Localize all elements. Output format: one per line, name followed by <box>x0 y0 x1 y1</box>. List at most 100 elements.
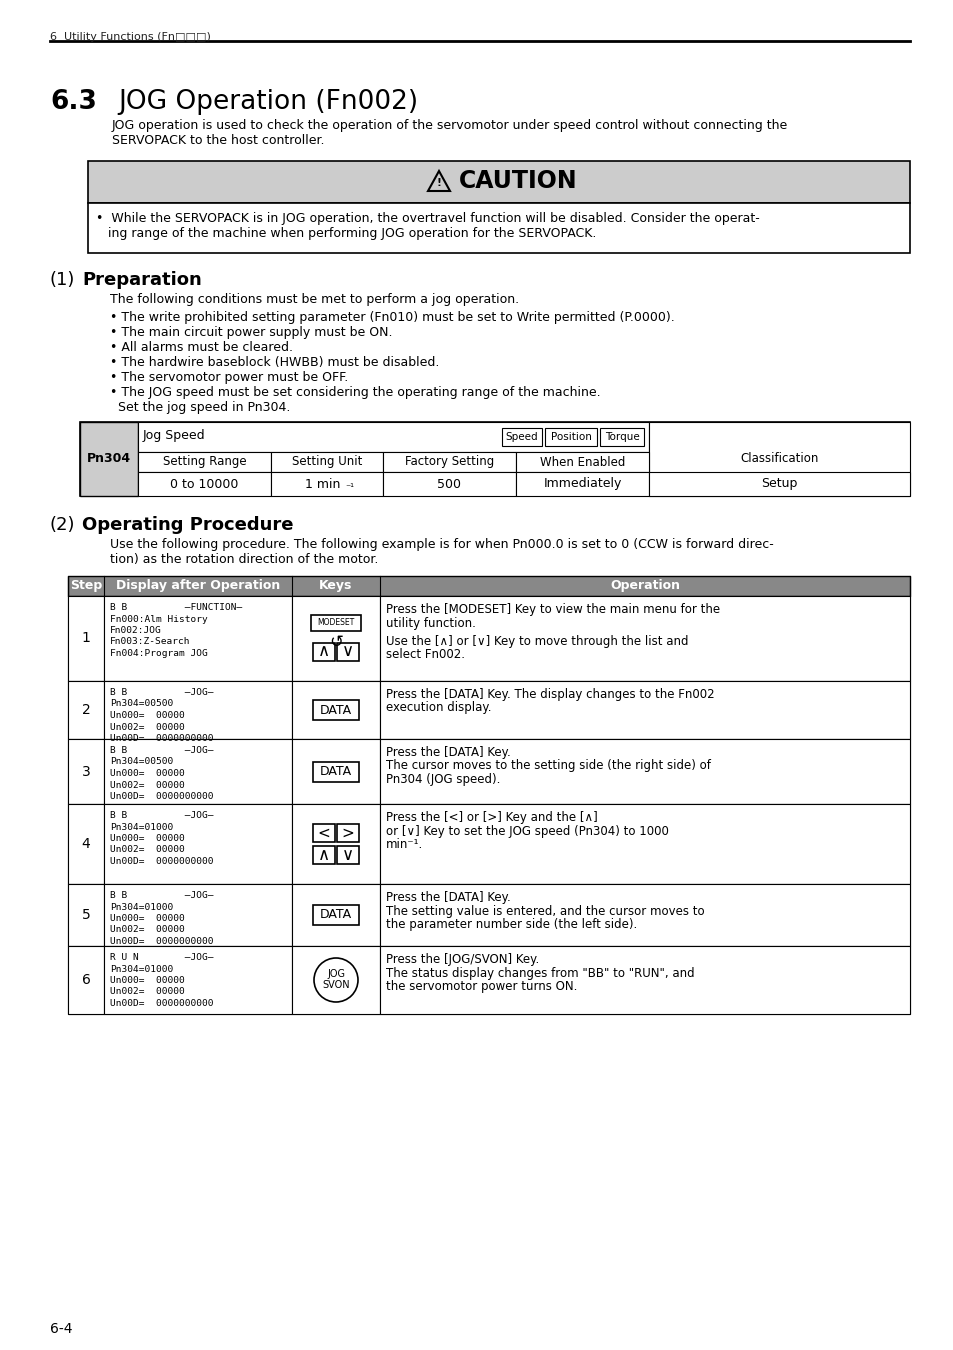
Bar <box>68 805 104 884</box>
Bar <box>313 761 358 782</box>
Bar <box>138 423 648 452</box>
Text: 2: 2 <box>82 703 91 717</box>
Bar <box>68 680 104 738</box>
Text: B B          –JOG–: B B –JOG– <box>110 811 213 819</box>
Bar <box>516 472 648 495</box>
Text: DATA: DATA <box>319 703 352 717</box>
Text: Un000=  00000: Un000= 00000 <box>110 711 185 720</box>
Text: B B          –JOG–: B B –JOG– <box>110 688 213 697</box>
Bar <box>313 643 335 660</box>
Bar <box>292 805 379 884</box>
Text: 4: 4 <box>82 837 91 850</box>
Text: • The hardwire baseblock (HWBB) must be disabled.: • The hardwire baseblock (HWBB) must be … <box>110 356 439 369</box>
Text: Press the [DATA] Key. The display changes to the Fn002: Press the [DATA] Key. The display change… <box>386 688 714 701</box>
Bar <box>292 946 379 1014</box>
Text: Jog Speed: Jog Speed <box>143 429 206 441</box>
Text: 6  Utility Functions (Fn□□□): 6 Utility Functions (Fn□□□) <box>50 32 211 42</box>
Bar <box>516 452 648 472</box>
Bar <box>68 576 909 595</box>
Text: Set the jog speed in Pn304.: Set the jog speed in Pn304. <box>110 401 290 414</box>
Text: • The main circuit power supply must be ON.: • The main circuit power supply must be … <box>110 325 392 339</box>
Text: JOG operation is used to check the operation of the servomotor under speed contr: JOG operation is used to check the opera… <box>112 119 787 132</box>
Text: >: > <box>341 825 354 841</box>
Text: ↺: ↺ <box>329 633 342 652</box>
Text: • The write prohibited setting parameter (Fn010) must be set to Write permitted : • The write prohibited setting parameter… <box>110 310 674 324</box>
Text: Operating Procedure: Operating Procedure <box>82 516 294 535</box>
Text: • The JOG speed must be set considering the operating range of the machine.: • The JOG speed must be set considering … <box>110 386 600 400</box>
Bar <box>68 738 104 805</box>
Bar <box>648 472 909 495</box>
Text: The setting value is entered, and the cursor moves to: The setting value is entered, and the cu… <box>386 904 704 918</box>
Bar <box>311 614 360 630</box>
Bar <box>292 738 379 805</box>
Bar <box>501 428 541 446</box>
Text: execution display.: execution display. <box>386 702 491 714</box>
Text: DATA: DATA <box>319 765 352 778</box>
Text: Classification: Classification <box>740 452 818 466</box>
Bar <box>336 643 358 660</box>
Text: Fn000:Alm History: Fn000:Alm History <box>110 614 208 624</box>
Text: R U N        –JOG–: R U N –JOG– <box>110 953 213 963</box>
Text: JOG: JOG <box>327 969 345 979</box>
Bar <box>104 805 292 884</box>
Text: Un000=  00000: Un000= 00000 <box>110 914 185 923</box>
Text: JOG Operation (Fn002): JOG Operation (Fn002) <box>118 89 417 115</box>
Bar <box>68 738 909 805</box>
Text: Factory Setting: Factory Setting <box>404 455 494 468</box>
Text: Press the [MODESET] Key to view the main menu for the: Press the [MODESET] Key to view the main… <box>386 603 720 616</box>
Text: ∨: ∨ <box>341 643 354 660</box>
Text: Un00D=  0000000000: Un00D= 0000000000 <box>110 999 213 1008</box>
Bar <box>544 428 597 446</box>
Text: Setup: Setup <box>760 478 797 490</box>
Bar <box>271 472 382 495</box>
Bar <box>138 472 271 495</box>
Text: 6.3: 6.3 <box>50 89 97 115</box>
Bar <box>336 824 358 842</box>
Bar <box>88 161 909 202</box>
Text: Pn304=01000: Pn304=01000 <box>110 903 173 911</box>
Text: Un000=  00000: Un000= 00000 <box>110 976 185 986</box>
Text: Fn004:Program JOG: Fn004:Program JOG <box>110 649 208 657</box>
Text: Immediately: Immediately <box>543 478 621 490</box>
Text: Pn304=01000: Pn304=01000 <box>110 964 173 973</box>
Text: tion) as the rotation direction of the motor.: tion) as the rotation direction of the m… <box>110 554 378 566</box>
Text: Fn003:Z-Search: Fn003:Z-Search <box>110 637 191 647</box>
Text: select Fn002.: select Fn002. <box>386 648 464 662</box>
Bar <box>313 904 358 925</box>
Text: Pn304=01000: Pn304=01000 <box>110 822 173 832</box>
Text: (2): (2) <box>50 516 75 535</box>
Text: Un002=  00000: Un002= 00000 <box>110 926 185 934</box>
Text: The status display changes from "BB" to "RUN", and: The status display changes from "BB" to … <box>386 967 694 980</box>
Bar <box>382 472 516 495</box>
Text: ∧: ∧ <box>317 846 330 864</box>
Text: Un000=  00000: Un000= 00000 <box>110 769 185 778</box>
Bar <box>599 428 643 446</box>
Bar <box>379 946 909 1014</box>
Text: • All alarms must be cleared.: • All alarms must be cleared. <box>110 342 293 354</box>
Text: DATA: DATA <box>319 909 352 922</box>
Text: the servomotor power turns ON.: the servomotor power turns ON. <box>386 980 577 994</box>
Bar <box>379 805 909 884</box>
Text: 5: 5 <box>82 909 91 922</box>
Bar <box>292 595 379 680</box>
Text: Press the [DATA] Key.: Press the [DATA] Key. <box>386 891 510 904</box>
Bar <box>68 946 104 1014</box>
Text: Un00D=  0000000000: Un00D= 0000000000 <box>110 792 213 801</box>
Text: ing range of the machine when performing JOG operation for the SERVOPACK.: ing range of the machine when performing… <box>96 227 596 240</box>
Bar <box>648 423 909 495</box>
Text: Un00D=  0000000000: Un00D= 0000000000 <box>110 857 213 865</box>
Text: Position: Position <box>550 432 591 441</box>
Bar <box>104 595 292 680</box>
Text: Un000=  00000: Un000= 00000 <box>110 834 185 842</box>
Text: Fn002:JOG: Fn002:JOG <box>110 626 162 634</box>
Text: Un002=  00000: Un002= 00000 <box>110 722 185 732</box>
Text: the parameter number side (the left side).: the parameter number side (the left side… <box>386 918 637 932</box>
Bar <box>68 946 909 1014</box>
Bar <box>68 680 909 738</box>
Text: Press the [JOG/SVON] Key.: Press the [JOG/SVON] Key. <box>386 953 538 967</box>
Bar <box>292 884 379 946</box>
Text: Display after Operation: Display after Operation <box>115 579 280 593</box>
Text: The following conditions must be met to perform a jog operation.: The following conditions must be met to … <box>110 293 518 306</box>
Text: 0 to 10000: 0 to 10000 <box>171 478 238 490</box>
Bar <box>104 884 292 946</box>
